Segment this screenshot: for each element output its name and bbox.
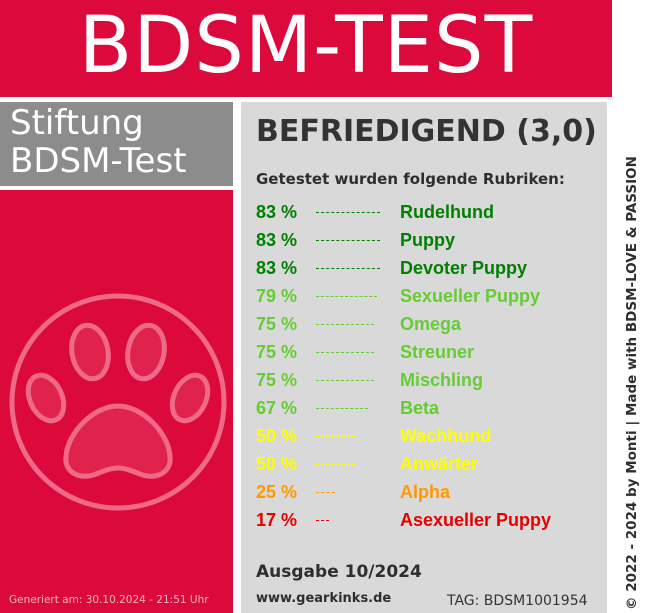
result-verdict: BEFRIEDIGEND (3,0) [256,114,597,149]
score-leader-line [316,435,355,437]
brand-line-2: BDSM-Test [10,141,187,181]
category-percent: 50 % [256,453,298,474]
score-leader-line [316,407,368,409]
category-row: 83 % Puppy [256,226,601,254]
category-percent: 75 % [256,313,298,334]
category-row: 25 % Alpha [256,478,601,506]
category-row: 50 % Anwärter [256,450,601,478]
result-panel: BEFRIEDIGEND (3,0) Getestet wurden folge… [241,102,607,613]
brand-box: Stiftung BDSM-Test [0,102,233,190]
category-row: 50 % Wachhund [256,422,601,450]
score-leader-line [316,211,380,213]
category-label: Rudelhund [400,201,494,222]
category-row: 79 % Sexueller Puppy [256,282,601,310]
category-row: 75 % Omega [256,310,601,338]
category-label: Anwärter [400,453,479,474]
category-percent: 17 % [256,509,298,530]
paw-print-icon [6,290,230,514]
categories-heading: Getestet wurden folgende Rubriken: [256,170,565,188]
category-percent: 79 % [256,285,298,306]
category-row: 83 % Devoter Puppy [256,254,601,282]
copyright-vertical: © 2022 - 2024 by Monti | Made with BDSM-… [624,156,640,610]
score-leader-line [316,463,355,465]
category-row: 67 % Beta [256,394,601,422]
category-label: Alpha [400,481,451,502]
edition-label: Ausgabe 10/2024 [256,562,422,582]
category-row: 75 % Mischling [256,366,601,394]
category-list: 83 % Rudelhund 83 % Puppy 83 % Devoter Puppy 7… [256,198,601,534]
category-percent: 50 % [256,425,298,446]
category-percent: 83 % [256,229,298,250]
generated-timestamp: Generiert am: 30.10.2024 - 21:51 Uhr [9,594,209,606]
category-percent: 83 % [256,257,298,278]
score-leader-line [316,379,374,381]
category-label: Streuner [400,341,475,362]
website-link[interactable]: www.gearkinks.de [256,591,392,606]
category-row: 17 % Asexueller Puppy [256,506,601,534]
category-percent: 75 % [256,341,298,362]
category-label: Beta [400,397,440,418]
score-leader-line [316,519,329,521]
score-leader-line [316,351,374,353]
brand-line-1: Stiftung [10,103,144,143]
category-percent: 75 % [256,369,298,390]
category-row: 75 % Streuner [256,338,601,366]
test-tag: TAG: BDSM1001954 [447,593,588,609]
score-leader-line [316,295,377,297]
category-percent: 25 % [256,481,298,502]
category-label: Sexueller Puppy [400,285,541,306]
banner-title: BDSM-TEST [78,0,534,91]
header-banner: BDSM-TEST [0,0,612,97]
category-label: Asexueller Puppy [400,509,552,530]
category-percent: 67 % [256,397,298,418]
category-label: Omega [400,313,462,334]
category-label: Wachhund [400,425,492,446]
category-label: Mischling [400,369,484,390]
score-leader-line [316,323,374,325]
category-label: Devoter Puppy [400,257,528,278]
score-leader-line [316,491,335,493]
score-leader-line [316,239,380,241]
score-leader-line [316,267,380,269]
category-row: 83 % Rudelhund [256,198,601,226]
category-label: Puppy [400,229,456,250]
category-percent: 83 % [256,201,298,222]
